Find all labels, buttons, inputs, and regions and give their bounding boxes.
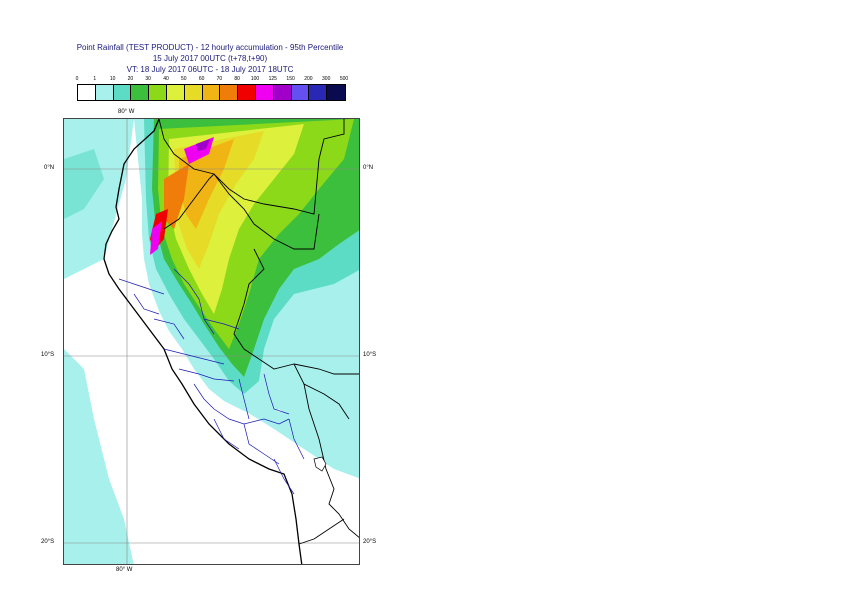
legend-label: 10 <box>109 76 116 82</box>
lat-label-left-10: 10°S <box>41 352 55 358</box>
legend-label: 125 <box>268 76 277 82</box>
legend-label: 300 <box>322 76 331 82</box>
lat-label-left-20: 20°S <box>41 539 55 545</box>
legend-swatch <box>238 85 256 100</box>
rain-purple <box>196 139 210 151</box>
legend-label: 40 <box>163 76 169 82</box>
legend-label: 100 <box>250 76 260 82</box>
legend-swatch <box>131 85 150 100</box>
legend-swatch <box>202 85 221 100</box>
border-peru-brazil <box>233 248 350 420</box>
coastline <box>103 119 303 564</box>
legend-label: 70 <box>216 76 223 82</box>
legend-label: 20 <box>127 76 134 82</box>
rain-ocean-strip <box>64 349 134 564</box>
lat-label-left-0: 0°N <box>44 165 55 171</box>
legend-swatch <box>166 85 185 100</box>
legend-bar <box>77 84 346 101</box>
regional-borders <box>118 268 305 495</box>
map-canvas <box>64 119 359 564</box>
legend-swatch <box>273 85 292 100</box>
legend-label: 80 <box>234 76 240 82</box>
lon-label-bottom: 80° W <box>116 567 133 573</box>
border-peru-colombia <box>213 173 320 250</box>
legend-swatch <box>78 85 96 100</box>
rain-cyan-south <box>234 404 359 479</box>
legend-swatch <box>184 85 203 100</box>
title-product: Point Rainfall (TEST PRODUCT) - 12 hourl… <box>76 43 344 52</box>
legend-label: 500 <box>339 76 349 82</box>
legend-label: 1 <box>93 76 97 82</box>
lat-label-right-10: 10°S <box>363 352 377 358</box>
lat-label-right-0: 0°N <box>363 165 374 171</box>
legend-swatch <box>255 85 274 100</box>
lake-titicaca <box>313 456 327 472</box>
title-run: 15 July 2017 00UTC (t+78,t+90) <box>152 54 268 63</box>
rain-magenta-coast <box>150 221 162 255</box>
rain-ocean-patch <box>64 149 104 219</box>
rain-dark-orange <box>164 164 189 229</box>
border-north <box>158 119 345 215</box>
legend-swatch <box>149 85 167 100</box>
legend-swatch <box>327 85 345 100</box>
legend-swatch <box>113 85 132 100</box>
legend-label: 30 <box>145 76 151 82</box>
legend-swatch <box>291 85 310 100</box>
legend-swatch <box>220 85 239 100</box>
chart-titles: Point Rainfall (TEST PRODUCT) - 12 hourl… <box>60 42 360 75</box>
legend-swatch <box>309 85 328 100</box>
legend-label: 150 <box>286 76 295 82</box>
legend-label: 200 <box>304 76 313 82</box>
legend-label: 60 <box>198 76 205 82</box>
lon-label-top: 80° W <box>118 109 135 115</box>
legend-swatch <box>95 85 114 100</box>
legend-label: 0 <box>75 76 79 82</box>
legend-label: 50 <box>181 76 187 82</box>
rainfall-map <box>63 118 360 565</box>
lat-label-right-20: 20°S <box>363 539 377 545</box>
border-bolivia <box>293 363 359 545</box>
border-ecuador-peru <box>163 173 215 230</box>
title-valid-time: VT: 18 July 2017 06UTC - 18 July 2017 18… <box>126 65 294 74</box>
